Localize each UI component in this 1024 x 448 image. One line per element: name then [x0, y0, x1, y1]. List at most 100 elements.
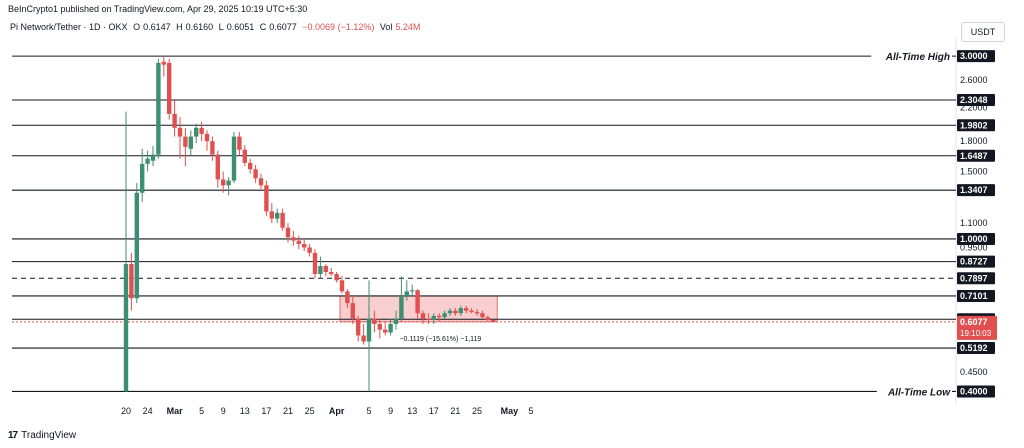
candle-body: [188, 136, 193, 149]
candle-body: [269, 211, 274, 219]
candle-body: [491, 319, 496, 322]
candle: [388, 318, 393, 336]
candle: [258, 173, 264, 190]
candle: [485, 315, 490, 322]
level-annotation-bg: [871, 49, 952, 63]
candle-body: [204, 133, 210, 142]
candle: [426, 313, 431, 324]
candle: [404, 280, 409, 301]
change-value: −0.0069 (−1.12%): [302, 22, 375, 32]
candle-body: [393, 318, 399, 324]
candle-body: [458, 308, 463, 314]
candle: [226, 177, 231, 196]
candle-body: [275, 212, 280, 219]
high-value: 0.6160: [185, 22, 214, 32]
level-label: 2.3048: [960, 95, 988, 105]
candle: [420, 310, 426, 324]
candle-body: [318, 266, 323, 275]
candle-body: [372, 318, 377, 324]
candle-body: [350, 303, 355, 319]
candle-body: [237, 136, 242, 150]
candle-body: [199, 127, 204, 134]
candle-body: [431, 315, 436, 320]
tradingview-footer[interactable]: 17 TradingView: [8, 430, 76, 441]
candle: [366, 280, 372, 392]
x-tick-label: 9: [388, 406, 393, 416]
candle: [442, 310, 447, 319]
y-tick-label: 0.9500: [960, 243, 988, 253]
candle-body: [339, 280, 345, 292]
candle-body: [194, 127, 199, 137]
candle: [312, 249, 318, 279]
candle: [302, 238, 307, 252]
level-label-bg: [957, 385, 995, 398]
candle-body: [123, 264, 129, 392]
level-label-bg: [957, 232, 995, 245]
candle: [345, 289, 350, 309]
y-tick-label: 1.1000: [960, 218, 988, 228]
candle-body: [302, 244, 307, 248]
candle-body: [258, 178, 264, 186]
open-label: O: [133, 22, 141, 32]
low-label: L: [218, 22, 224, 32]
candle-body: [296, 240, 301, 245]
candle: [399, 276, 404, 322]
candle: [453, 308, 458, 316]
level-label: 1.3407: [960, 185, 988, 195]
level-label-bg: [957, 93, 995, 106]
candle: [129, 252, 134, 311]
candle: [172, 100, 177, 137]
candle: [480, 310, 485, 319]
candle-body: [145, 158, 150, 164]
candle-body: [399, 295, 404, 319]
candle: [140, 148, 145, 202]
candle-body: [253, 169, 258, 179]
x-tick-label: 5: [528, 406, 533, 416]
symbol-label[interactable]: Pi Network/Tether · 1D · OKX: [10, 22, 128, 32]
y-tick-label: 1.5000: [960, 166, 988, 176]
candle: [307, 244, 312, 257]
candle-body: [345, 291, 350, 304]
candle: [204, 130, 210, 151]
candle-body: [377, 323, 382, 330]
candle: [150, 145, 156, 167]
y-tick-label: 1.8000: [960, 136, 988, 146]
currency-button[interactable]: USDT: [961, 22, 1005, 42]
candle-body: [485, 317, 490, 320]
candle-body: [415, 290, 420, 314]
candle: [161, 56, 166, 77]
candle-body: [231, 136, 237, 181]
candle-body: [480, 313, 485, 318]
candle-body: [464, 308, 469, 311]
candle: [264, 180, 269, 216]
close-value: 0.6077: [269, 22, 297, 32]
level-annotation: All-Time Low: [887, 387, 951, 398]
candle: [221, 171, 226, 193]
candle-body: [134, 192, 139, 299]
candle-body: [410, 290, 415, 292]
candle: [350, 295, 355, 324]
candle: [447, 308, 453, 316]
level-label-bg: [957, 149, 995, 162]
candle: [210, 136, 215, 161]
candle: [393, 310, 399, 330]
x-tick-label: 5: [199, 406, 204, 416]
candle-body: [437, 315, 442, 318]
x-tick-label: 25: [472, 406, 482, 416]
x-tick-label: 20: [121, 406, 131, 416]
level-label-bg: [957, 50, 995, 63]
candle-body: [248, 162, 253, 170]
candle-body: [291, 237, 296, 241]
candle: [431, 313, 436, 324]
level-label: 0.4000: [960, 386, 988, 396]
candle: [248, 158, 253, 174]
x-tick-label: Mar: [167, 406, 184, 416]
candle-body: [426, 318, 431, 320]
candle: [318, 256, 323, 279]
candle-body: [469, 310, 474, 312]
candle-body: [226, 180, 231, 186]
candle-body: [172, 113, 177, 128]
level-label: 0.8727: [960, 257, 988, 267]
y-tick-label: 2.6000: [960, 75, 988, 85]
